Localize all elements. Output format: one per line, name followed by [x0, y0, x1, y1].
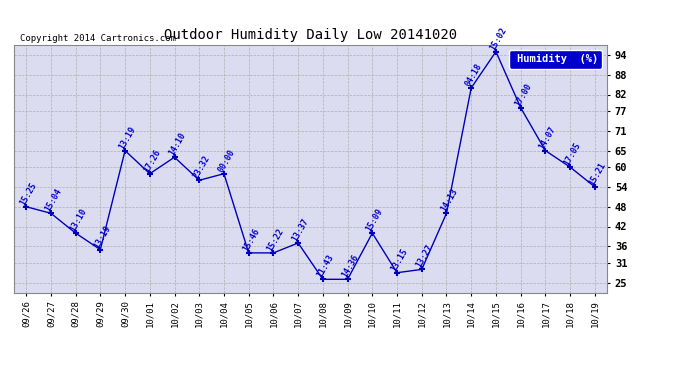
Text: 13:19: 13:19 [117, 124, 137, 151]
Text: 23:32: 23:32 [191, 154, 212, 180]
Legend: Humidity  (%): Humidity (%) [509, 50, 602, 69]
Text: 17:00: 17:00 [513, 81, 533, 108]
Text: 13:37: 13:37 [290, 217, 310, 243]
Text: 14:10: 14:10 [167, 131, 187, 157]
Text: 13:19: 13:19 [92, 224, 113, 250]
Text: 17:26: 17:26 [142, 147, 162, 174]
Text: 11:43: 11:43 [315, 253, 335, 279]
Text: 13:27: 13:27 [414, 243, 434, 269]
Text: 17:05: 17:05 [562, 141, 582, 167]
Text: 13:10: 13:10 [68, 207, 88, 233]
Text: 14:36: 14:36 [339, 253, 360, 279]
Text: 14:13: 14:13 [439, 187, 459, 213]
Text: 04:18: 04:18 [464, 62, 484, 88]
Text: Copyright 2014 Cartronics.com: Copyright 2014 Cartronics.com [20, 33, 176, 42]
Text: 00:00: 00:00 [216, 147, 237, 174]
Text: 15:25: 15:25 [19, 180, 39, 207]
Text: 15:46: 15:46 [241, 227, 262, 253]
Text: 15:21: 15:21 [587, 161, 607, 187]
Text: 15:22: 15:22 [266, 227, 286, 253]
Text: 15:02: 15:02 [488, 26, 509, 52]
Text: 15:04: 15:04 [43, 187, 63, 213]
Title: Outdoor Humidity Daily Low 20141020: Outdoor Humidity Daily Low 20141020 [164, 28, 457, 42]
Text: 15:09: 15:09 [364, 207, 385, 233]
Text: 14:07: 14:07 [538, 124, 558, 151]
Text: 13:15: 13:15 [389, 246, 410, 273]
